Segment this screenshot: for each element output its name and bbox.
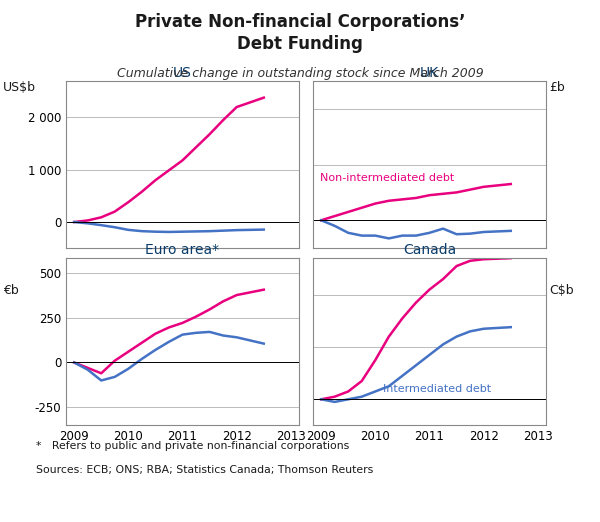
Text: Private Non-financial Corporations’
Debt Funding: Private Non-financial Corporations’ Debt… [135,13,465,53]
Text: €b: €b [3,284,19,298]
Title: US: US [173,66,192,80]
Text: Non-intermediated debt: Non-intermediated debt [320,173,454,183]
Title: UK: UK [420,66,439,80]
Text: *   Refers to public and private non-financial corporations: * Refers to public and private non-finan… [36,441,349,451]
Text: US$b: US$b [3,81,36,94]
Text: Cumulative change in outstanding stock since March 2009: Cumulative change in outstanding stock s… [116,67,484,80]
Title: Euro area*: Euro area* [145,243,220,257]
Text: Sources: ECB; ONS; RBA; Statistics Canada; Thomson Reuters: Sources: ECB; ONS; RBA; Statistics Canad… [36,465,373,474]
Text: C$b: C$b [549,284,574,298]
Text: £b: £b [549,81,565,94]
Text: Intermediated debt: Intermediated debt [383,384,491,394]
Title: Canada: Canada [403,243,456,257]
